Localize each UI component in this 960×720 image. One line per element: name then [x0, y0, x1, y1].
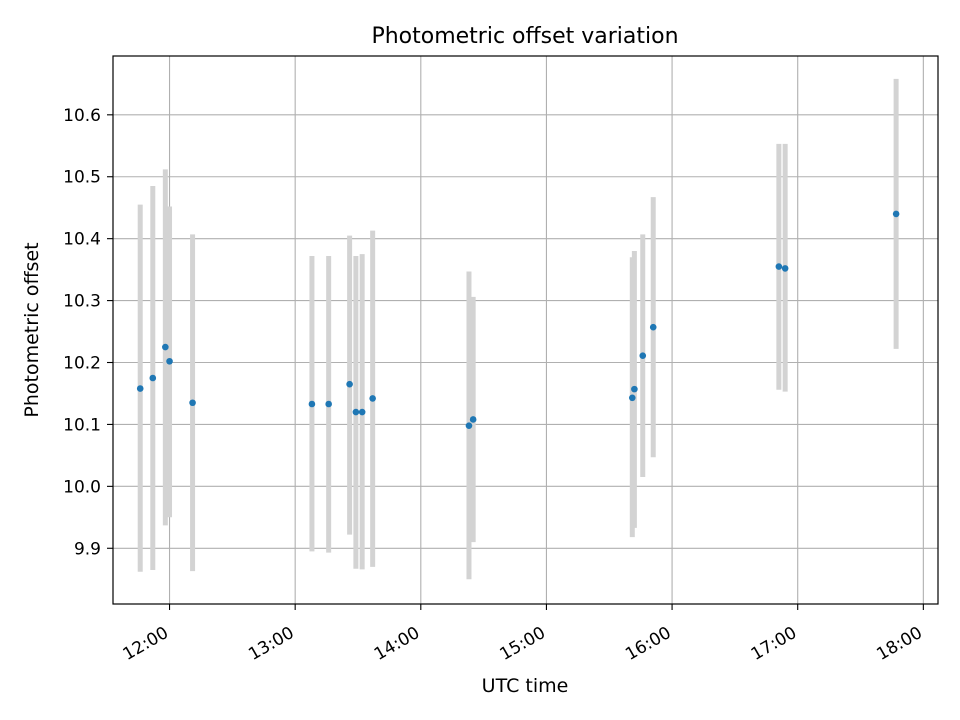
data-point [465, 422, 473, 429]
data-point [639, 352, 647, 359]
data-point [352, 408, 360, 416]
data-point [149, 374, 157, 382]
data-point [166, 357, 173, 365]
y-tick-label: 10.4 [63, 230, 101, 250]
grid [113, 56, 938, 604]
data-point [781, 265, 789, 272]
data-point [775, 263, 783, 270]
y-tick-label: 10.2 [63, 354, 101, 374]
y-axis-label: Photometric offset [21, 242, 43, 417]
data-point [631, 385, 638, 393]
y-tick-label: 9.9 [74, 539, 101, 559]
data-point [162, 343, 169, 351]
y-tick-label: 10.0 [63, 477, 101, 497]
y-tick-label: 10.1 [63, 415, 101, 435]
data-point [628, 394, 636, 402]
data-point [346, 380, 353, 388]
data-points [136, 210, 900, 429]
data-point [189, 399, 196, 407]
y-tick-label: 10.3 [63, 292, 101, 312]
y-tick-label: 10.5 [63, 168, 101, 188]
y-tick-label: 10.6 [63, 106, 101, 126]
data-point [325, 400, 332, 408]
data-point [649, 323, 657, 331]
x-axis-label: UTC time [482, 675, 569, 697]
data-point [469, 416, 477, 423]
data-point [308, 400, 316, 408]
y-axis-ticks: 9.9 10.0 10.1 10.2 10.3 10.4 10.5 10.6 [63, 106, 113, 559]
data-point [358, 408, 366, 416]
data-point [136, 385, 144, 392]
plot-frame [112, 55, 939, 605]
data-point [369, 395, 376, 402]
data-point [892, 210, 900, 218]
chart-title: Photometric offset variation [371, 24, 678, 49]
